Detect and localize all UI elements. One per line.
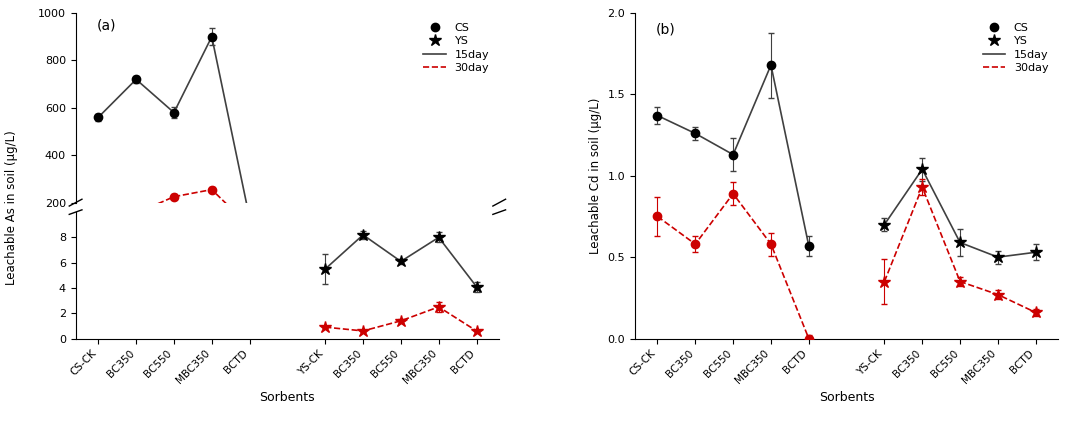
Text: (b): (b) [656,23,676,37]
Text: (a): (a) [97,19,117,33]
Y-axis label: Leachable Cd in soil (μg/L): Leachable Cd in soil (μg/L) [589,98,602,254]
X-axis label: Sorbents: Sorbents [259,391,315,404]
Text: Leachable As in soil (μg/L): Leachable As in soil (μg/L) [5,130,18,285]
Legend: CS, YS, 15day, 30day: CS, YS, 15day, 30day [978,19,1053,77]
X-axis label: Sorbents: Sorbents [819,391,875,404]
Legend: CS, YS, 15day, 30day: CS, YS, 15day, 30day [419,19,494,77]
